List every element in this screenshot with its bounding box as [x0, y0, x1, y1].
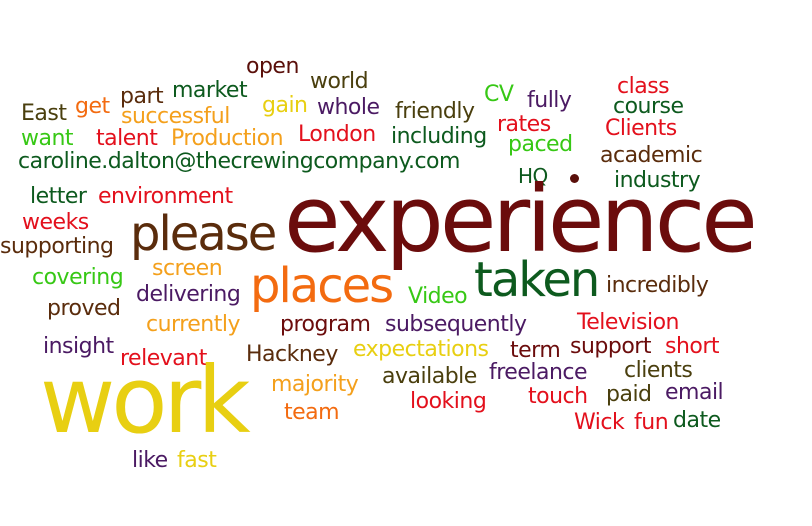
word-whole: whole	[317, 95, 380, 120]
word-friendly: friendly	[395, 99, 475, 124]
word-experience: experience	[284, 166, 758, 273]
word-video: Video	[408, 284, 468, 309]
word-fully: fully	[527, 88, 572, 113]
word-insight: insight	[43, 334, 114, 359]
word-places: places	[250, 258, 394, 314]
word-television: Television	[577, 310, 680, 335]
word-class: class	[617, 74, 670, 99]
word-gain: gain	[262, 93, 308, 118]
word-available: available	[382, 364, 477, 389]
word-market: market	[172, 78, 248, 103]
word-east: East	[21, 101, 67, 126]
word-rates: rates	[497, 112, 551, 137]
word-currently: currently	[146, 312, 241, 337]
word-program: program	[280, 312, 371, 337]
word-expectations: expectations	[353, 337, 489, 362]
word-screen: screen	[152, 256, 223, 281]
word-short: short	[665, 334, 720, 359]
word-fun: fun	[634, 410, 669, 435]
word-please: please	[130, 206, 277, 262]
word-like: like	[132, 448, 168, 473]
word-incredibly: incredibly	[606, 273, 709, 298]
word-course: course	[613, 94, 684, 119]
word-clients: clients	[624, 358, 693, 383]
word-freelance: freelance	[489, 360, 588, 385]
word-supporting: supporting	[0, 234, 114, 259]
word-part: part	[120, 84, 164, 109]
word-team: team	[284, 400, 340, 425]
word-letter: letter	[30, 184, 87, 209]
word-environment: environment	[98, 184, 233, 209]
word-hq: HQ	[518, 164, 548, 188]
word-industry: industry	[614, 168, 701, 193]
word-delivering: delivering	[136, 282, 241, 307]
word-talent: talent	[96, 126, 158, 151]
word-want: want	[21, 126, 74, 151]
word-including: including	[391, 124, 487, 149]
word-london: London	[298, 122, 376, 147]
word-fast: fast	[177, 448, 217, 473]
word-cv: CV	[484, 82, 514, 107]
word-wick: Wick	[574, 410, 625, 435]
word-get: get	[75, 94, 110, 119]
word-work: work	[40, 347, 251, 454]
word-open: open	[246, 54, 299, 79]
word-looking: looking	[410, 389, 487, 414]
word-relevant: relevant	[120, 346, 207, 371]
word-production: Production	[171, 126, 284, 151]
word-weeks: weeks	[22, 210, 89, 235]
word-paced: paced	[508, 132, 573, 157]
word-support: support	[570, 334, 651, 359]
word-subsequently: subsequently	[385, 312, 527, 337]
word-academic: academic	[600, 143, 703, 168]
word-date: date	[673, 408, 721, 433]
word-successful: successful	[121, 104, 230, 129]
word-paid: paid	[606, 382, 652, 407]
word-world: world	[310, 69, 369, 94]
word-touch: touch	[528, 384, 588, 409]
word-clients-cap: Clients	[605, 116, 677, 141]
bullet-dot	[570, 174, 579, 183]
word-email: email	[665, 380, 724, 405]
word-covering: covering	[32, 265, 124, 290]
word-proved: proved	[47, 296, 121, 321]
word-email-address: caroline.dalton@thecrewingcompany.com	[18, 149, 460, 174]
word-term: term	[510, 338, 561, 363]
word-majority: majority	[271, 372, 359, 397]
word-taken: taken	[474, 252, 600, 308]
word-hackney: Hackney	[246, 342, 338, 367]
